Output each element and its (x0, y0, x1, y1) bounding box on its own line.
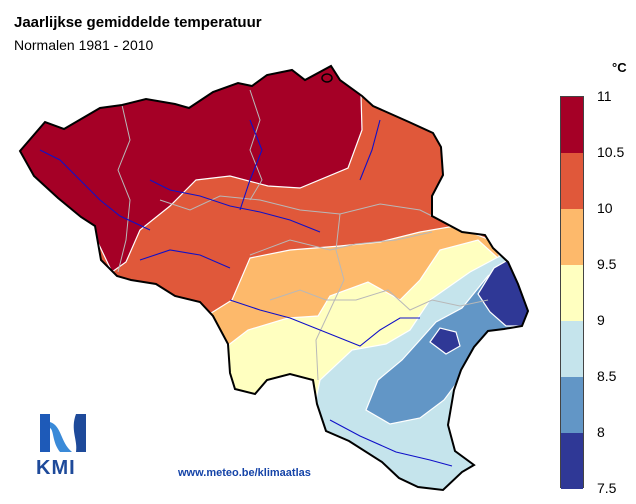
legend-swatch-8.5-9 (561, 321, 583, 377)
legend-tick-label: 9.5 (597, 256, 617, 272)
legend-tick-label: 11 (597, 88, 612, 104)
legend-tick-label: 8.5 (597, 368, 617, 384)
belgium-outline (18, 64, 530, 492)
legend-swatch-10.5-11 (561, 97, 583, 153)
legend-swatch-9.5-10 (561, 209, 583, 265)
rivers (39, 119, 453, 467)
legend-tick-label: 10 (597, 200, 613, 216)
legend-tick-label: 8 (597, 424, 605, 440)
legend-tick-label: 10.5 (597, 144, 625, 160)
legend-swatch-8-8.5 (561, 377, 583, 433)
zone-7.5-8 (429, 327, 461, 355)
legend-tick-label: 7.5 (597, 480, 617, 496)
legend-swatch-10-10.5 (561, 153, 583, 209)
legend-unit: °C (612, 60, 627, 75)
map-subtitle: Normalen 1981 - 2010 (14, 37, 154, 53)
legend-colorbar (560, 96, 584, 489)
enclave (321, 73, 333, 83)
legend-swatch-7.5-8 (561, 433, 583, 489)
legend-tick-label: 9 (597, 312, 605, 328)
map-title: Jaarlijkse gemiddelde temperatuur (14, 14, 262, 31)
kmi-logo-text: KMI (36, 457, 76, 479)
legend-swatch-9-9.5 (561, 265, 583, 321)
source-url[interactable]: www.meteo.be/klimaatlas (178, 467, 311, 479)
kmi-logo-icon (36, 412, 90, 480)
province-borders (117, 89, 489, 381)
